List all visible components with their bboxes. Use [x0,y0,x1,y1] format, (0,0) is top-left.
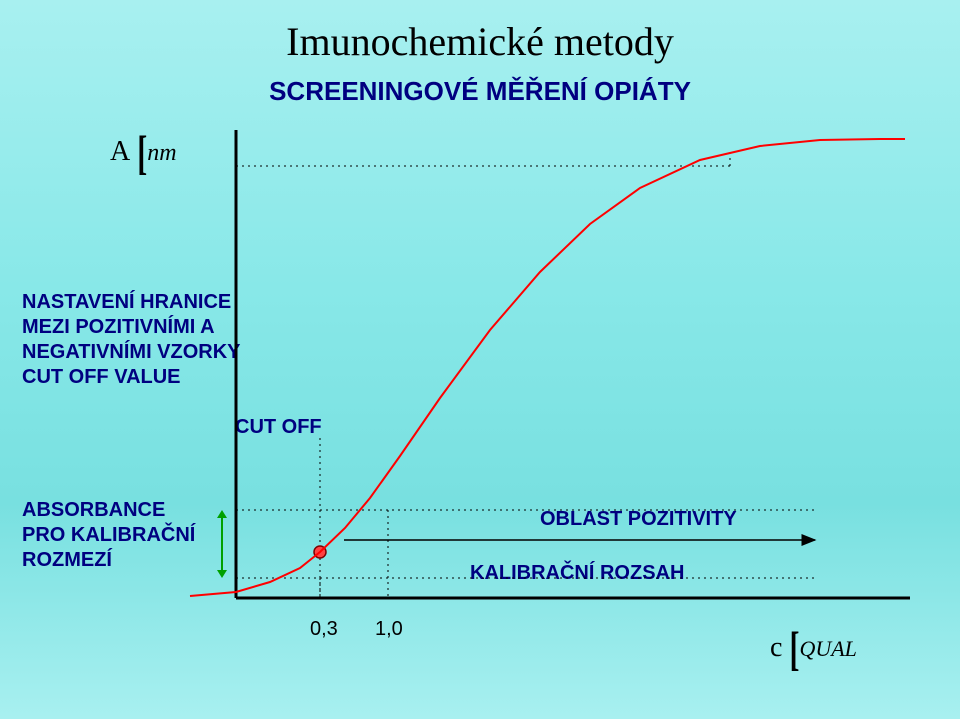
green-arrow-down-icon [217,570,227,578]
green-arrow-up-icon [217,510,227,518]
response-curve [190,139,905,596]
chart-stage: Imunochemické metody SCREENINGOVÉ MĚŘENÍ… [0,0,960,719]
chart-svg [0,0,960,719]
